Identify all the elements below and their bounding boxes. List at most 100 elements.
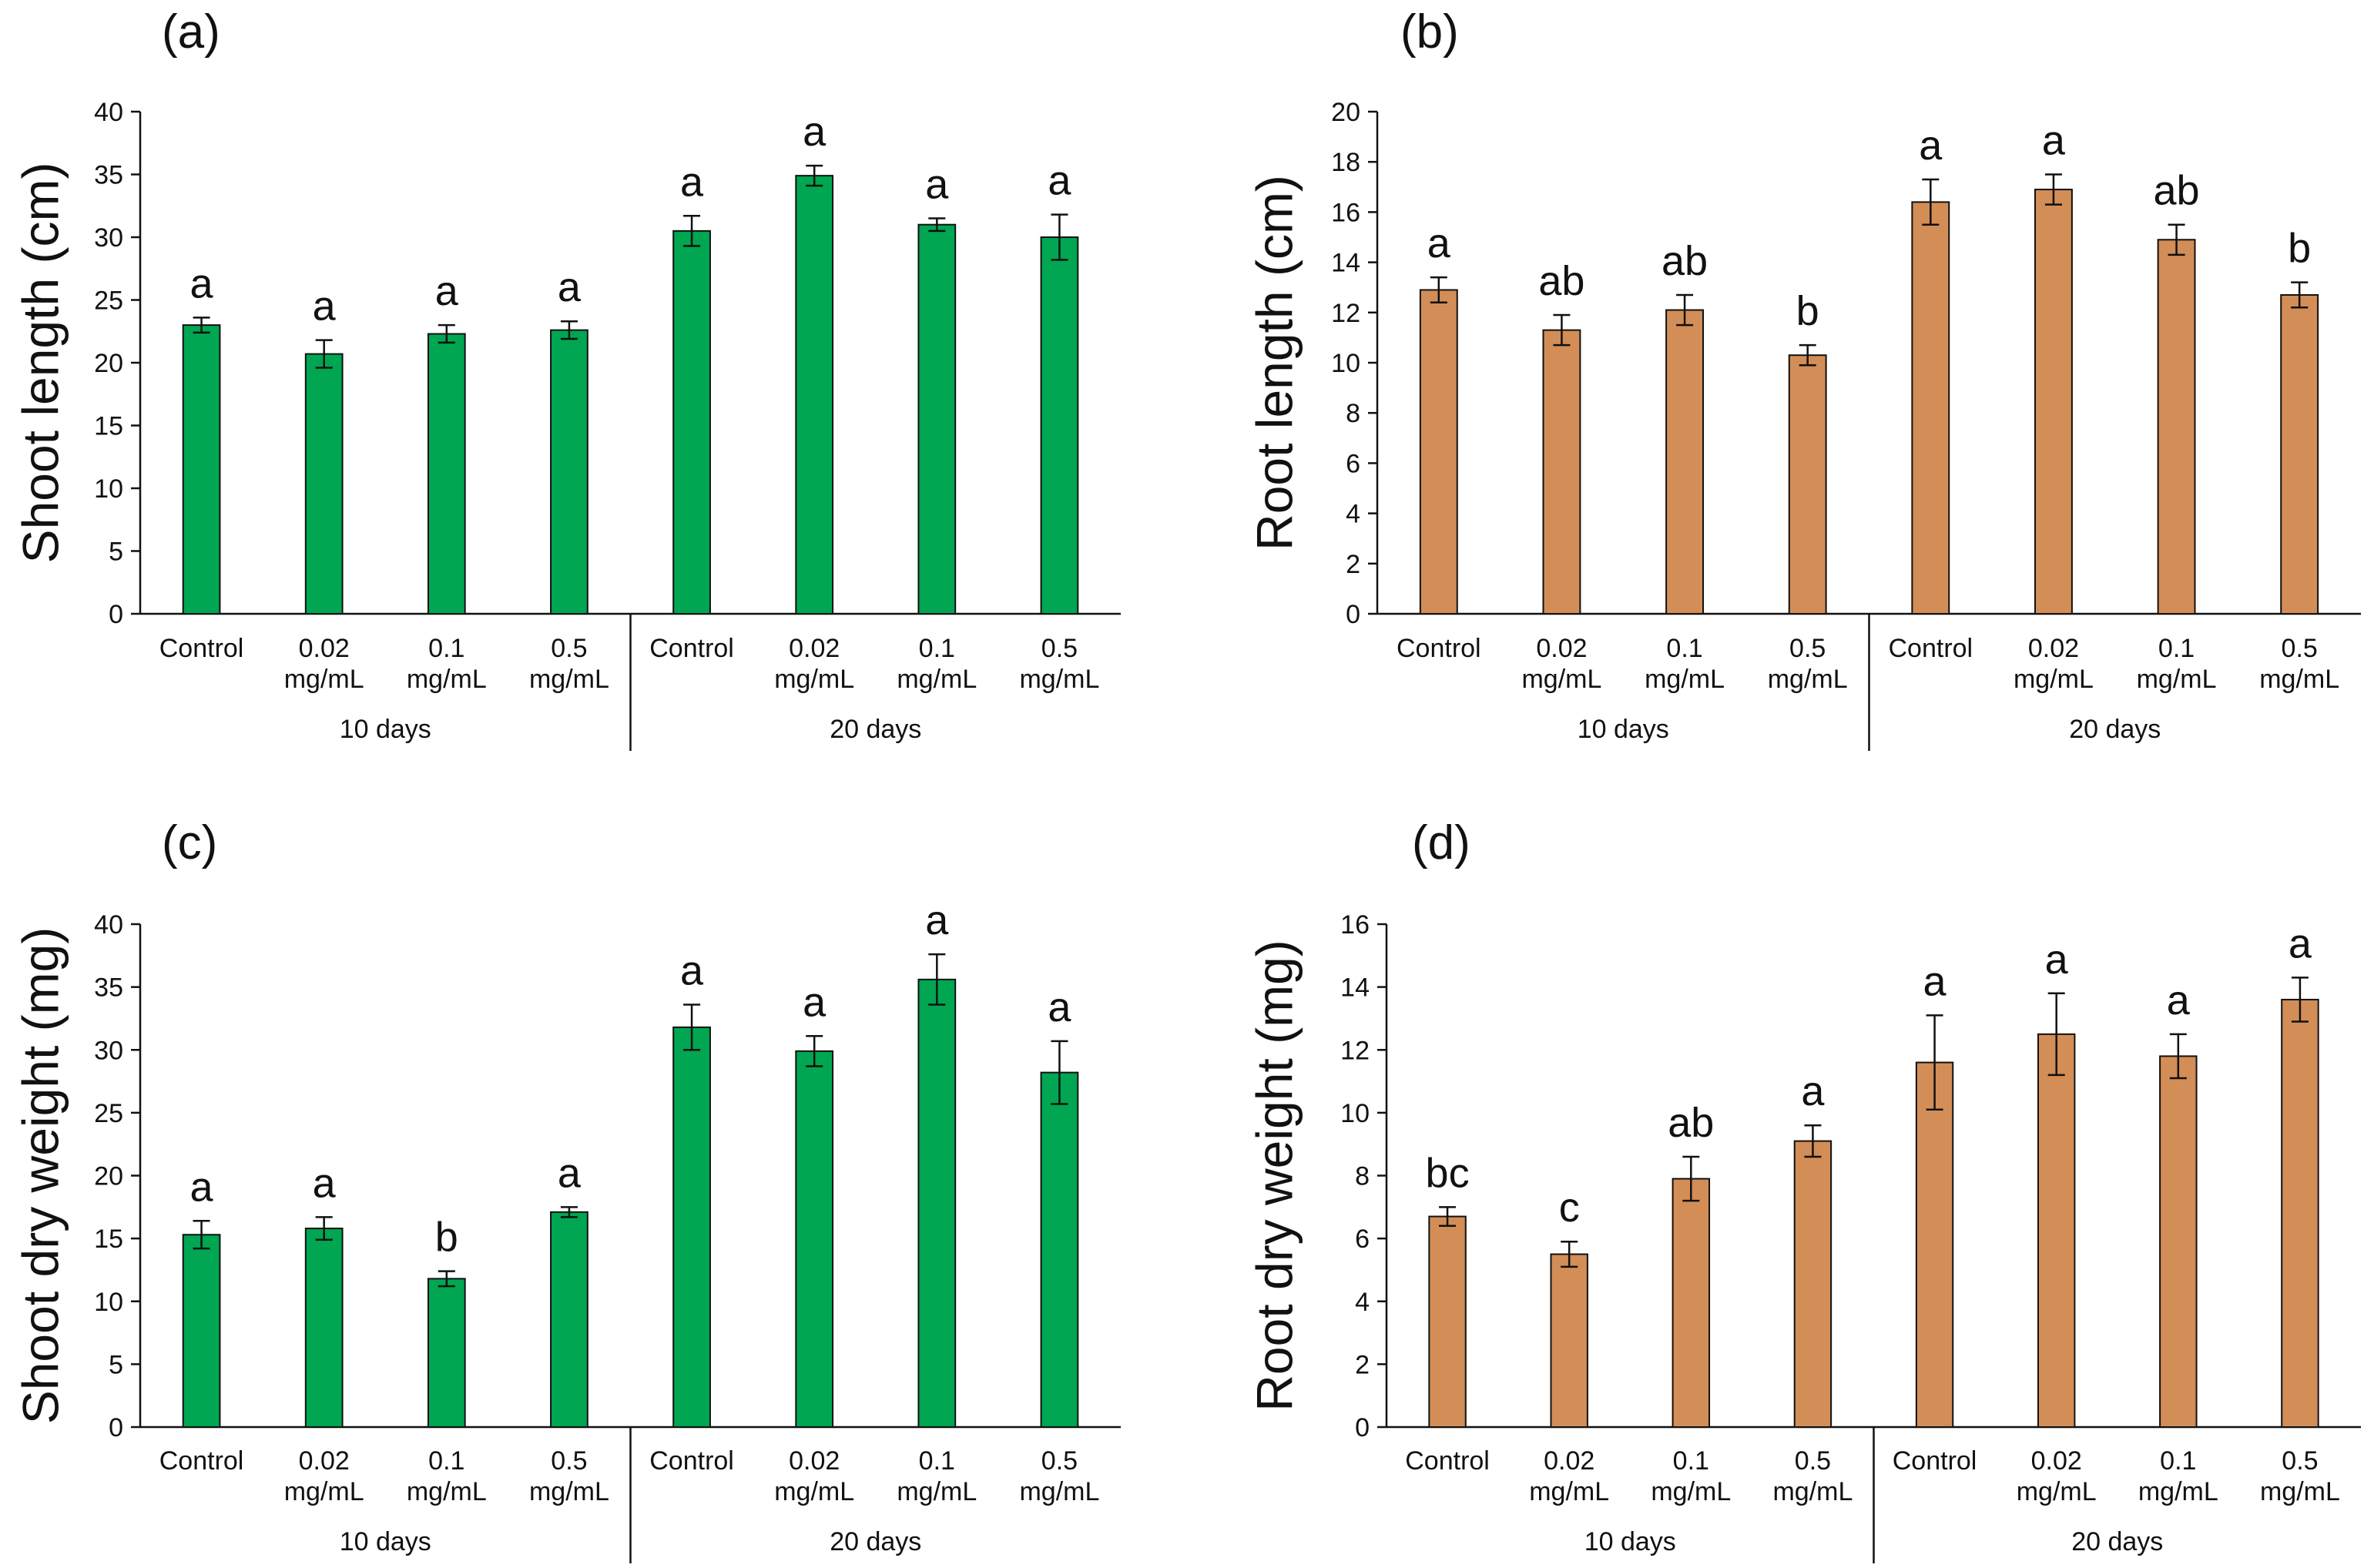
bar [1915,1061,1954,1428]
group-label-20-days: 20 days [2069,715,2161,744]
category-label-unit: mg/mL [774,1477,854,1506]
significance-letter: a [1801,1068,1825,1114]
category-label: 0.1 [2158,634,2195,663]
category-label: 0.02 [2031,1446,2082,1476]
category-label-unit: mg/mL [774,665,854,694]
significance-letter: ab [2154,168,2200,214]
y-tick-label: 30 [94,1036,123,1065]
group-label-10-days: 10 days [340,715,431,744]
category-label-unit: mg/mL [1772,1477,1853,1506]
group-label-20-days: 20 days [830,715,921,744]
y-tick-label: 2 [1346,550,1360,579]
significance-letter: a [680,947,704,993]
y-tick-label: 15 [94,1225,123,1254]
bar [1911,201,1950,615]
category-label: 0.5 [551,1446,587,1476]
y-tick-label: 18 [1331,148,1360,177]
category-label-unit: mg/mL [2259,665,2339,694]
category-label: Control [649,1446,734,1476]
bar [304,1228,344,1428]
category-label-unit: mg/mL [2138,1477,2218,1506]
y-axis-title: Root dry weight (mg) [1246,940,1303,1412]
bar [1428,1215,1467,1429]
bar [427,1278,466,1428]
bar [304,353,344,615]
category-label: 0.02 [789,1446,840,1476]
significance-letter: a [2167,977,2191,1024]
chart-panel-b: (b) Root length (cm) 0 2 4 6 8 10 12 14 16 18 20 a Con… [1246,5,2361,751]
category-label-unit: mg/mL [897,665,977,694]
y-tick-label: 20 [94,1162,123,1191]
y-tick-label: 35 [94,161,123,190]
group-label-20-days: 20 days [2071,1527,2163,1556]
category-label: 0.1 [428,634,464,663]
category-label-unit: mg/mL [897,1477,977,1506]
significance-letter: ab [1668,1100,1714,1146]
chart-panel-d: (d) Root dry weight (mg) 0 2 4 6 8 10 12 14 16 bc Co… [1246,816,2361,1563]
y-axis-title: Root length (cm) [1246,175,1303,551]
panel-label: (b) [1400,5,1459,59]
group-label-10-days: 10 days [340,1527,431,1556]
bar [550,1211,588,1429]
bar [2037,1033,2076,1428]
category-label-unit: mg/mL [1768,665,1848,694]
category-label: 0.5 [2282,634,2318,663]
category-label: 0.1 [919,1446,955,1476]
y-tick-label: 0 [1355,1413,1370,1442]
significance-letter: ab [1662,238,1708,284]
significance-letter: a [313,283,337,330]
bar [2157,239,2196,615]
category-label: 0.02 [2028,634,2079,663]
category-label: 0.1 [919,634,955,663]
y-tick-label: 0 [1346,600,1360,629]
y-tick-label: 5 [109,538,123,567]
bar [1672,1178,1711,1429]
y-tick-label: 16 [1331,198,1360,227]
bar [1788,354,1827,615]
y-tick-label: 10 [94,1288,123,1317]
category-label: 0.02 [1544,1446,1594,1476]
significance-letter: b [2288,226,2311,272]
bar [672,230,711,615]
panel-label: (a) [162,5,220,59]
y-tick-label: 40 [94,98,123,127]
significance-letter: a [680,159,704,205]
category-label: Control [1405,1446,1490,1476]
category-label-unit: mg/mL [2014,665,2094,694]
bar [550,329,588,615]
y-tick-label: 20 [1331,98,1360,127]
y-tick-label: 20 [94,349,123,378]
category-label-unit: mg/mL [1019,1477,1099,1506]
significance-letter: a [558,264,582,310]
category-label: 0.1 [428,1446,464,1476]
panel-label: (c) [162,816,217,869]
category-label: 0.5 [2282,1446,2318,1476]
y-tick-label: 8 [1355,1162,1370,1191]
y-tick-label: 4 [1346,500,1360,529]
bar [1040,1071,1079,1428]
significance-letter: b [1796,288,1819,334]
category-label: 0.02 [299,1446,350,1476]
y-tick-label: 10 [94,474,123,504]
significance-letter: a [925,162,949,208]
y-tick-label: 14 [1340,973,1370,1003]
y-tick-label: 6 [1346,449,1360,478]
y-tick-label: 8 [1346,399,1360,428]
bar [2280,293,2319,615]
y-tick-label: 2 [1355,1350,1370,1379]
y-tick-label: 14 [1331,249,1360,278]
category-label: 0.5 [1789,634,1826,663]
category-label-unit: mg/mL [1019,665,1099,694]
category-label-unit: mg/mL [407,665,487,694]
y-tick-label: 40 [94,910,123,940]
significance-letter: a [1048,158,1071,204]
significance-letter: a [313,1160,337,1206]
category-label: 0.1 [1666,634,1702,663]
category-label: 0.1 [2160,1446,2196,1476]
category-label-unit: mg/mL [407,1477,487,1506]
significance-letter: a [190,1164,214,1210]
significance-letter: a [2042,118,2066,164]
category-label: Control [159,634,244,663]
